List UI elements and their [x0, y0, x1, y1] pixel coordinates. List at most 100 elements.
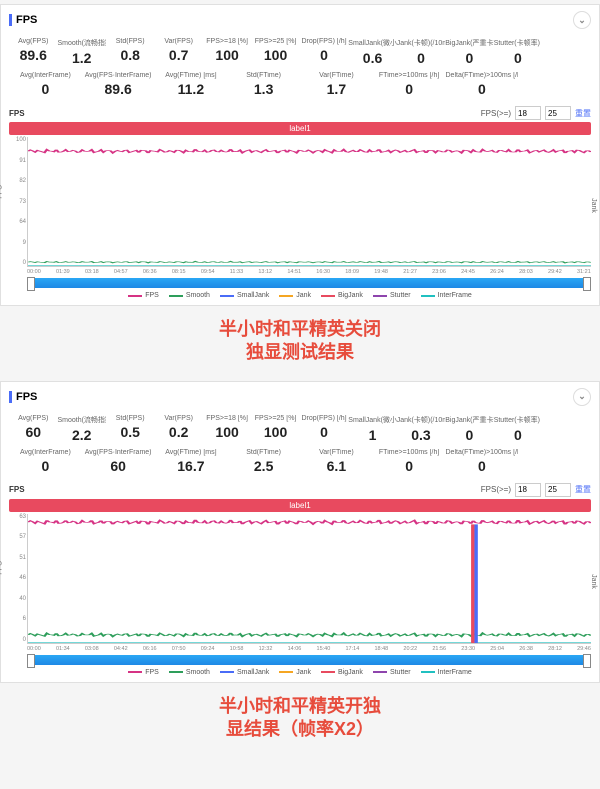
- fps-panel: FPS ⌄ Avg(FPS) 89.6 Smooth(流畅指数) 1.2 Std…: [0, 4, 600, 306]
- fps-range-lo-input[interactable]: [515, 106, 541, 120]
- y-axis-ticks: 1009182736490: [10, 137, 26, 266]
- collapse-icon[interactable]: ⌄: [573, 11, 591, 29]
- stat-cell: Jank(卡顿)(/10min) 0: [397, 35, 445, 69]
- stat-cell: Smooth(流畅指数) 2.2: [57, 412, 105, 446]
- stat-cell: Var(FPS) 0.7: [154, 35, 202, 69]
- panel-caption: 半小时和平精英关闭独显测试结果: [0, 310, 600, 377]
- chart-area[interactable]: FPS Jank 635751464060: [27, 514, 591, 644]
- legend-item[interactable]: InterFrame: [421, 292, 472, 299]
- stat-value: 0: [397, 50, 445, 66]
- stat-value: 2.2: [57, 427, 105, 443]
- legend-item[interactable]: SmallJank: [220, 292, 269, 299]
- stat-cell: Smooth(流畅指数) 1.2: [57, 35, 105, 69]
- stat-label: Std(FTime): [227, 449, 300, 456]
- legend-swatch: [169, 671, 183, 673]
- legend-item[interactable]: Smooth: [169, 292, 210, 299]
- panel-caption: 半小时和平精英开独显结果（帧率X2）: [0, 687, 600, 754]
- stat-value: 0: [494, 50, 542, 66]
- stat-value: 0.2: [154, 424, 202, 440]
- stat-value: 0: [300, 424, 348, 440]
- fps-range-hi-input[interactable]: [545, 483, 571, 497]
- chart-legend: FPS Smooth SmallJank Jank BigJank Stutter Inte…: [9, 669, 591, 676]
- stat-label: Stutter(卡顿率) [%]: [494, 38, 542, 48]
- stat-value: 89.6: [9, 47, 57, 63]
- stat-label: Drop(FPS) [/h]: [300, 415, 348, 422]
- legend-swatch: [373, 295, 387, 297]
- stat-value: 1.7: [300, 81, 373, 97]
- legend-item[interactable]: Stutter: [373, 292, 411, 299]
- panel-title: FPS: [9, 14, 37, 26]
- stat-value: 0.5: [106, 424, 154, 440]
- legend-item[interactable]: SmallJank: [220, 669, 269, 676]
- fps-range-lo-input[interactable]: [515, 483, 541, 497]
- stat-value: 0: [446, 458, 519, 474]
- reset-link[interactable]: 重置: [575, 484, 591, 495]
- stat-cell: FPS>=25 [%] 100: [251, 412, 299, 446]
- stat-label: Smooth(流畅指数): [57, 38, 105, 48]
- chart-label-band: label1: [9, 499, 591, 512]
- stat-label: Var(FTime): [300, 449, 373, 456]
- stat-value: 0.8: [106, 47, 154, 63]
- stat-cell: FPS>=25 [%] 100: [251, 35, 299, 69]
- stat-value: 0.6: [348, 50, 396, 66]
- stat-value: 0.3: [397, 427, 445, 443]
- legend-item[interactable]: BigJank: [321, 292, 363, 299]
- fps-range-control: FPS(>=) 重置: [481, 483, 591, 497]
- stat-label: Avg(FPS): [9, 38, 57, 45]
- stat-label: Avg(FPS·InterFrame): [82, 449, 155, 456]
- legend-swatch: [279, 671, 293, 673]
- stat-value: 100: [203, 47, 251, 63]
- legend-swatch: [421, 295, 435, 297]
- legend-item[interactable]: Smooth: [169, 669, 210, 676]
- stat-label: SmallJank(微小卡顿)(/10min): [348, 415, 396, 425]
- stat-value: 2.5: [227, 458, 300, 474]
- stat-label: Var(FPS): [154, 38, 202, 45]
- legend-item[interactable]: FPS: [128, 669, 159, 676]
- legend-item[interactable]: Jank: [279, 669, 311, 676]
- stat-cell: Avg(FPS·InterFrame) 60: [82, 446, 155, 477]
- stat-label: Delta(FTime)>100ms [/h]: [446, 449, 519, 456]
- title-accent-bar: [9, 391, 12, 403]
- chart-area[interactable]: FPS Jank 1009182736490: [27, 137, 591, 267]
- collapse-icon[interactable]: ⌄: [573, 388, 591, 406]
- stat-label: Var(FTime): [300, 72, 373, 79]
- fps-range-control: FPS(>=) 重置: [481, 106, 591, 120]
- stat-label: Jank(卡顿)(/10min): [397, 38, 445, 48]
- legend-item[interactable]: Stutter: [373, 669, 411, 676]
- fps-range-hi-input[interactable]: [545, 106, 571, 120]
- stat-value: 60: [82, 458, 155, 474]
- stat-cell: Delta(FTime)>100ms [/h] 0: [446, 446, 519, 477]
- right-axis-label: Jank: [590, 198, 597, 213]
- stat-value: 0: [300, 47, 348, 63]
- stat-cell: Stutter(卡顿率) [%] 0: [494, 412, 542, 446]
- stat-cell: Avg(FPS·InterFrame) 89.6: [82, 69, 155, 100]
- legend-item[interactable]: InterFrame: [421, 669, 472, 676]
- x-axis-ticks: 00:0001:3403:0804:4206:1607:5009:2410:58…: [27, 646, 591, 652]
- legend-item[interactable]: FPS: [128, 292, 159, 299]
- chart-axis-title: FPS: [9, 485, 25, 494]
- legend-item[interactable]: BigJank: [321, 669, 363, 676]
- legend-swatch: [220, 295, 234, 297]
- legend-swatch: [279, 295, 293, 297]
- stat-value: 0: [445, 50, 493, 66]
- y-axis-ticks: 635751464060: [10, 514, 26, 643]
- time-scrub-bar[interactable]: [27, 278, 591, 288]
- stat-cell: FPS>=18 [%] 100: [203, 35, 251, 69]
- series-line: [28, 261, 591, 262]
- stat-label: BigJank(严重卡顿)(/10min): [445, 38, 493, 48]
- stat-value: 100: [251, 47, 299, 63]
- stat-label: Avg(FPS): [9, 415, 57, 422]
- stat-cell: SmallJank(微小卡顿)(/10min) 0.6: [348, 35, 396, 69]
- legend-item[interactable]: Jank: [279, 292, 311, 299]
- stat-cell: Avg(InterFrame) 0: [9, 446, 82, 477]
- stat-value: 0: [9, 81, 82, 97]
- reset-link[interactable]: 重置: [575, 108, 591, 119]
- time-scrub-bar[interactable]: [27, 655, 591, 665]
- stat-cell: BigJank(严重卡顿)(/10min) 0: [445, 35, 493, 69]
- x-axis-ticks: 00:0001:3903:1804:5706:3608:1509:5411:33…: [27, 269, 591, 275]
- stat-label: FPS>=25 [%]: [251, 415, 299, 422]
- stat-label: FTime>=100ms [/h]: [373, 72, 446, 79]
- stat-label: FPS>=18 [%]: [203, 415, 251, 422]
- legend-swatch: [128, 295, 142, 297]
- stat-cell: Drop(FPS) [/h] 0: [300, 412, 348, 446]
